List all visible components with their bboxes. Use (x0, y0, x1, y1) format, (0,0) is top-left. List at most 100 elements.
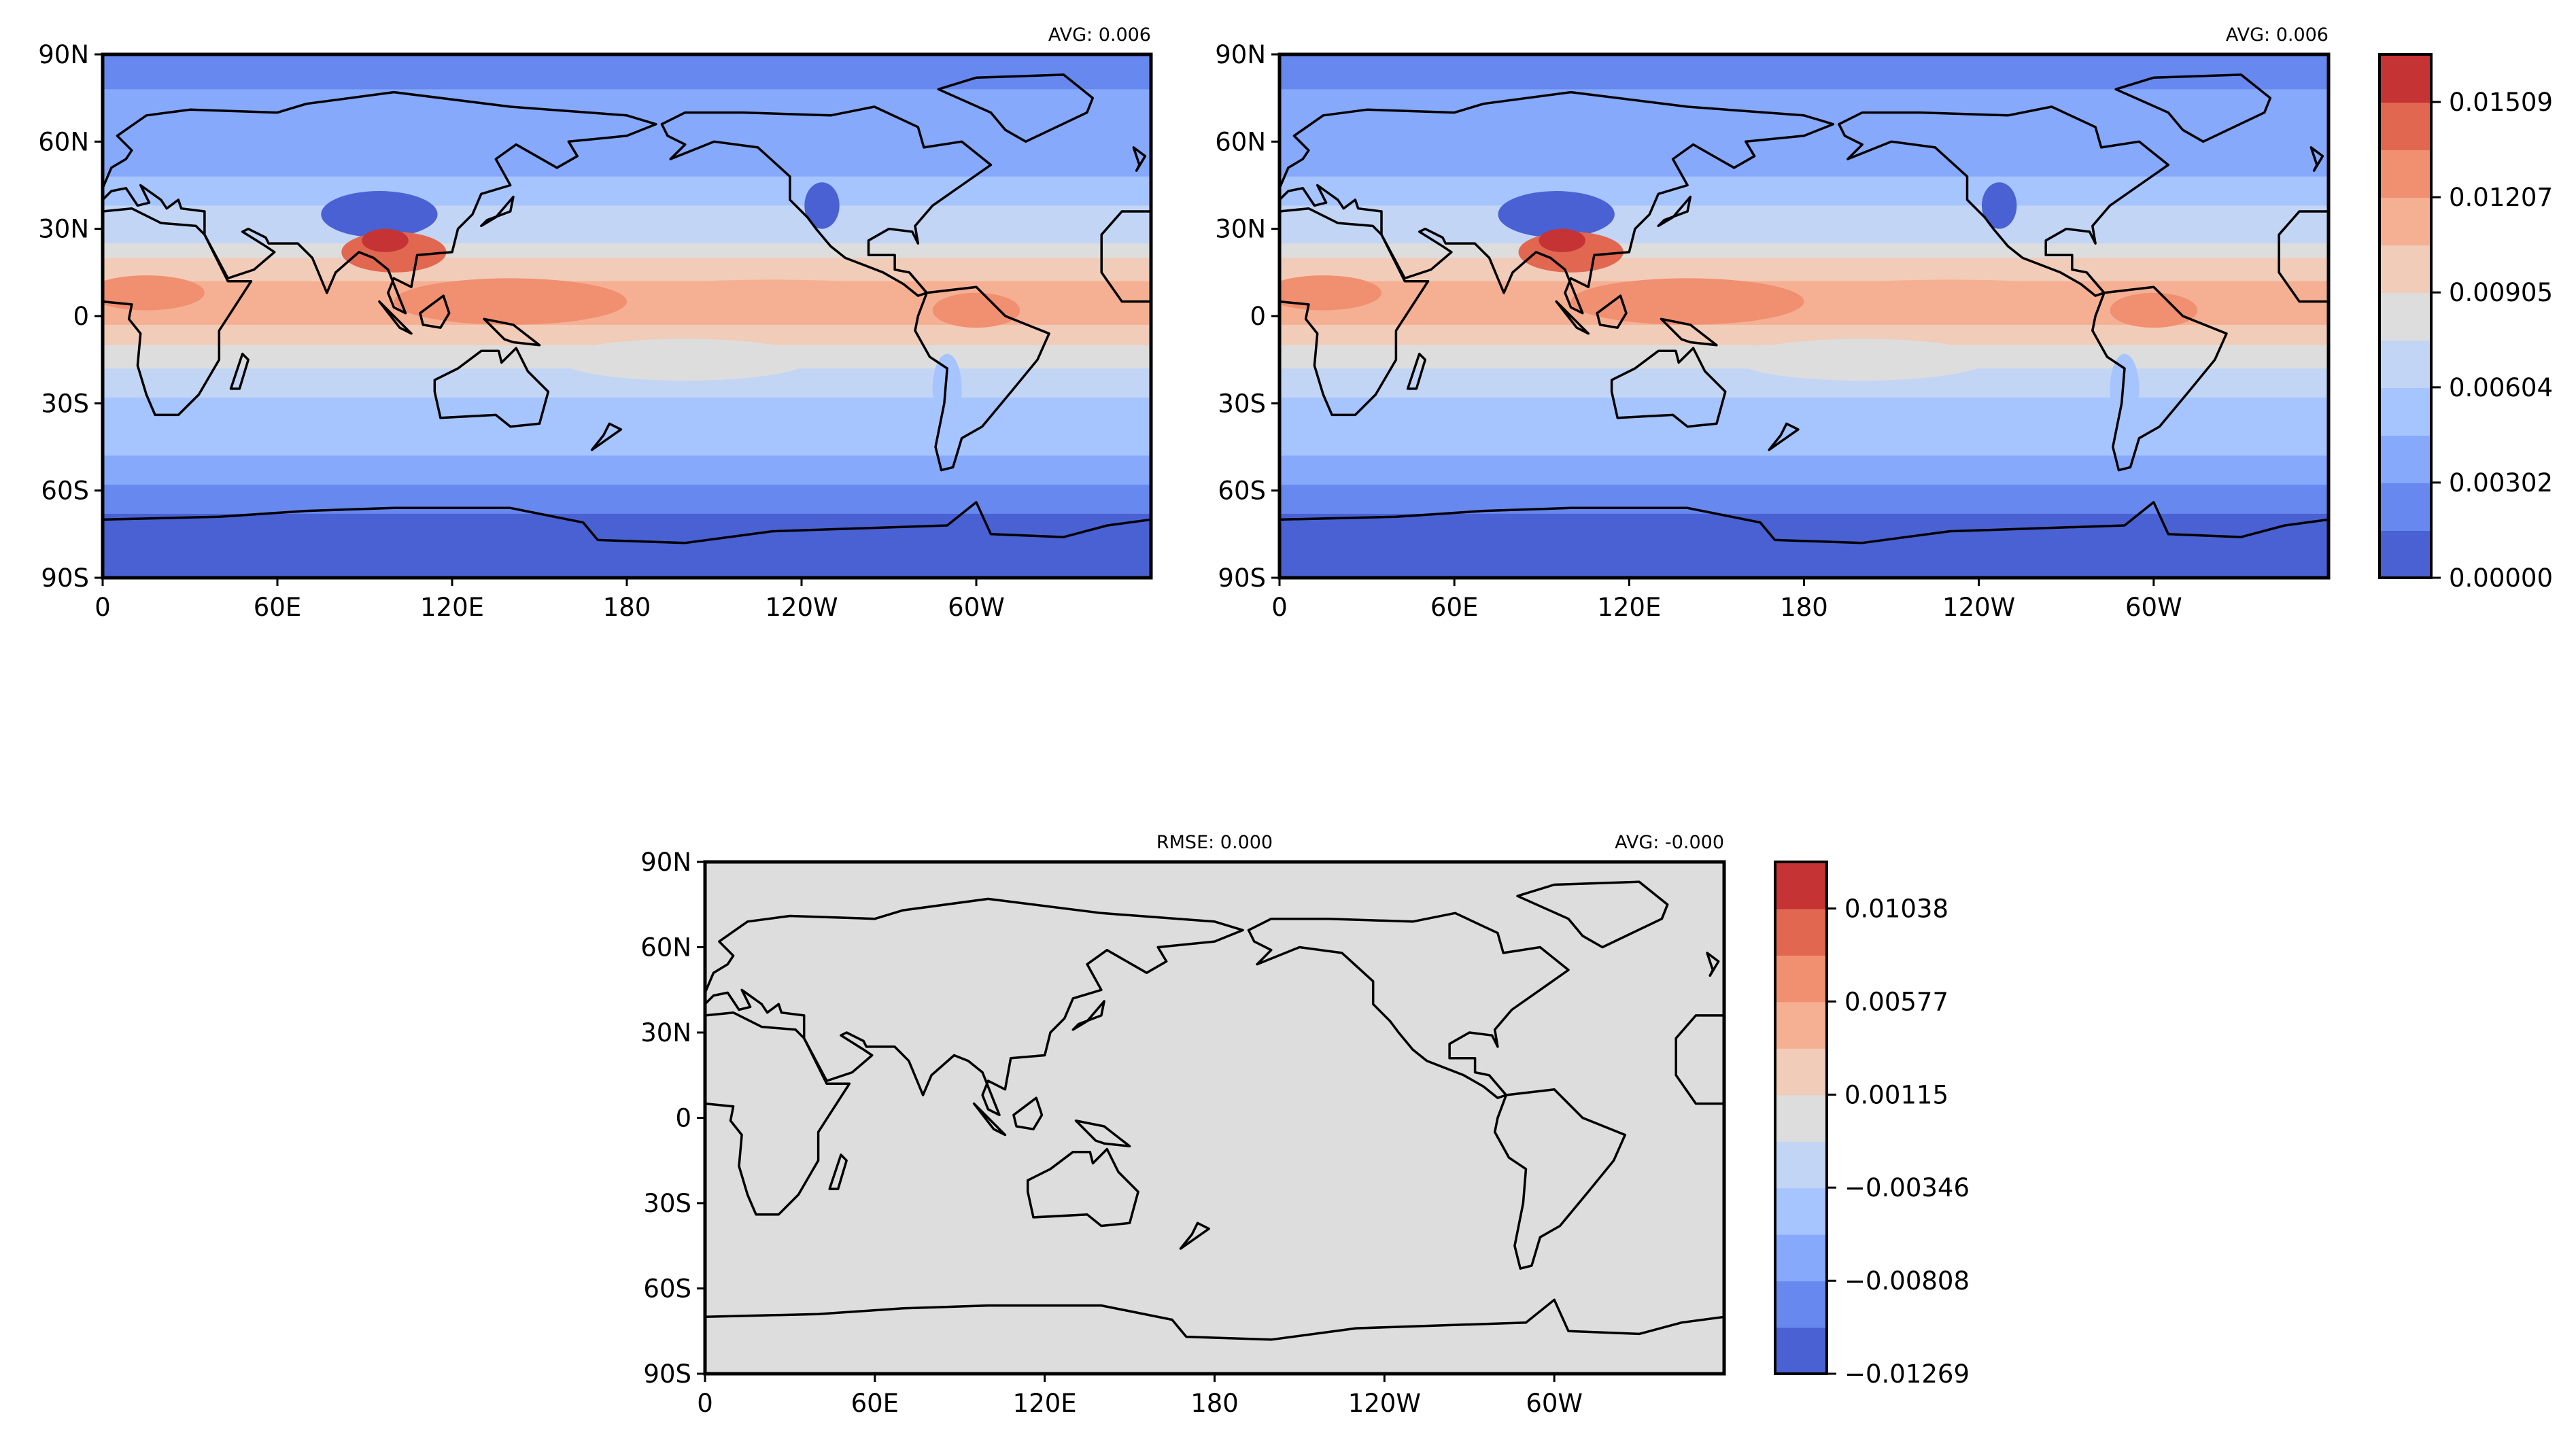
colorbar-tick-label: 0.01509 (2449, 88, 2553, 117)
colorbar-tick-label: 0.00577 (1844, 987, 1948, 1016)
colorbar-swatch (1775, 908, 1827, 956)
coastline (1280, 501, 2329, 544)
y-tick-label: 60N (640, 933, 691, 963)
y-tick-label: 90S (1218, 564, 1266, 593)
contour-blob (1736, 339, 1989, 381)
coastline (419, 294, 451, 329)
y-tick-label: 30N (38, 215, 89, 244)
coastline (828, 1154, 848, 1190)
x-tick-label: 0 (697, 1389, 713, 1418)
y-tick-label: 90S (41, 564, 89, 593)
colorbar-swatch (1775, 954, 1827, 1003)
colorbar-swatch (1775, 1234, 1827, 1282)
avg-title: AVG: 0.006 (1048, 24, 1151, 46)
contour-band (103, 54, 1151, 90)
x-tick-label: 60E (851, 1389, 899, 1418)
coastline (1132, 146, 1147, 172)
contour-rockies-low (1981, 182, 2017, 229)
contour-andes-low (2110, 353, 2140, 424)
colorbar-tick-label: −0.01269 (1844, 1359, 1970, 1389)
x-tick-label: 120E (420, 593, 484, 622)
contour-band (103, 205, 1151, 245)
colorbar-frame (1774, 861, 1828, 1375)
contour-band (103, 258, 1151, 282)
coastline (705, 1298, 1724, 1341)
x-tick-label: 60E (254, 593, 301, 622)
colorbar-tick-label: 0.00115 (1844, 1080, 1948, 1109)
contour-band (705, 862, 1724, 1374)
x-tick-label: 180 (1780, 593, 1828, 622)
colorbar-swatch (1775, 1281, 1827, 1328)
y-tick-label: 0 (1250, 302, 1266, 331)
colorbar-tick-label: −0.00346 (1844, 1173, 1970, 1202)
contour-band (103, 432, 1151, 457)
x-tick-label: 60W (948, 593, 1005, 622)
x-tick-label: 120W (765, 593, 838, 622)
contour-band (1280, 54, 2329, 90)
y-tick-label: 30N (640, 1018, 691, 1047)
coastline (914, 285, 1050, 472)
contour-band (1280, 176, 2329, 207)
x-tick-label: 60E (1430, 593, 1478, 622)
contour-africa-high (1280, 275, 1381, 311)
y-tick-label: 0 (73, 302, 89, 331)
coastline (1071, 1000, 1105, 1031)
coastline (103, 90, 657, 315)
colorbar-swatch (1775, 1327, 1827, 1374)
coastline (1555, 300, 1590, 335)
colorbar-swatch (2380, 197, 2431, 245)
x-tick-label: 120E (1013, 1389, 1077, 1418)
contour-band (103, 243, 1151, 259)
coastline (1493, 1088, 1627, 1270)
contour-band (1280, 485, 2329, 515)
x-tick-label: 120W (1348, 1389, 1421, 1418)
coastline (705, 897, 1244, 1117)
x-tick-label: 60W (2125, 593, 2182, 622)
colorbar-frame (2378, 53, 2433, 579)
contour-band (1280, 243, 2329, 259)
coastline (1660, 317, 1718, 347)
y-tick-label: 90N (38, 40, 89, 69)
colorbar-swatch (1775, 862, 1827, 909)
colorbar-bottom-difference: 0.01038 0.00577 0.00115 −0.00346 −0.00808 −0.… (1774, 861, 1970, 1389)
coastline (2114, 73, 2272, 143)
coastline (1026, 1147, 1139, 1228)
y-tick-label: 90N (1215, 40, 1266, 69)
colorbar-swatch (1775, 1047, 1827, 1096)
y-tick-label: 60N (38, 127, 89, 156)
contour-band (103, 176, 1151, 207)
coastline (660, 105, 993, 297)
coastline (1179, 1221, 1210, 1250)
y-tick-label: 30N (1215, 215, 1266, 244)
x-tick-label: 180 (1190, 1389, 1239, 1418)
coastline (972, 1102, 1007, 1137)
contour-band (103, 513, 1151, 578)
colorbar-swatch (1775, 1001, 1827, 1049)
colorbar-swatch (2380, 102, 2431, 150)
coastline (378, 300, 413, 335)
contour-amazon-high (2110, 292, 2198, 328)
map-panel-top-left: 0 60E 120E 180 120W 60W 90N 60N 30N 0 30S 60S 90S AVG… (38, 24, 1153, 622)
colorbar-tick-label: 0.01038 (1844, 895, 1948, 924)
contour-amazon-high (932, 292, 1020, 328)
map-panel-top-right: 0 60E 120E 180 120W 60W 90N 60N 30N 0 30S 60S 90S AVG… (1215, 24, 2331, 622)
contour-field (103, 54, 1151, 578)
contour-south-asia-core (1539, 228, 1586, 252)
coastline (483, 317, 541, 347)
map-panel-bottom-difference: 0 60E 120E 180 120W 60W 90N 60N 30N 0 30S 60S 90S AVG… (640, 832, 1726, 1418)
coastline (2091, 285, 2228, 472)
contour-band (1280, 455, 2329, 486)
y-tick-label: 30S (643, 1189, 691, 1218)
colorbar-tick-label: 0.00905 (2449, 278, 2553, 307)
coastline (480, 195, 515, 228)
contour-band (1280, 397, 2329, 434)
contour-band (103, 397, 1151, 434)
coastline (1596, 294, 1628, 329)
colorbar-swatch (2380, 292, 2431, 341)
coastline (1657, 195, 1692, 228)
coastline (1516, 880, 1669, 949)
colorbar-swatch (2380, 530, 2431, 578)
coastline (2309, 146, 2324, 172)
y-tick-label: 60S (643, 1275, 691, 1304)
